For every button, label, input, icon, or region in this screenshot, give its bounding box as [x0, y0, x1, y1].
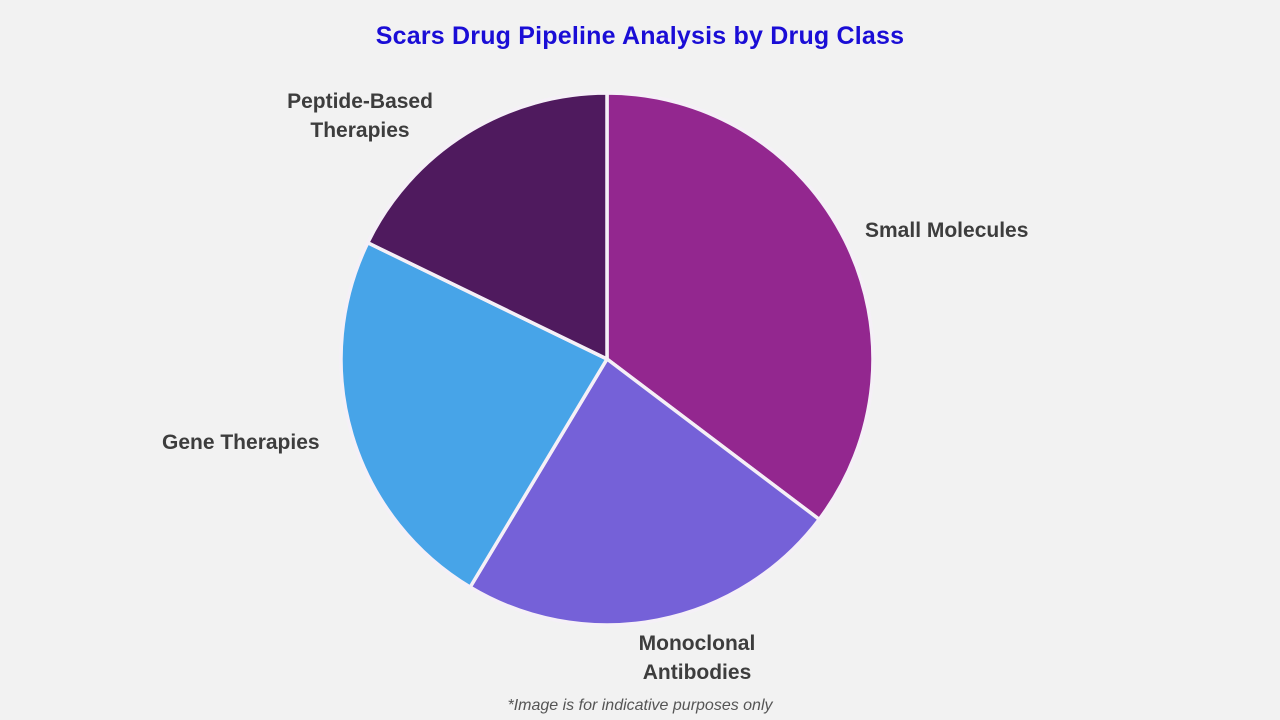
pie-label-gene-therapies: Gene Therapies [162, 431, 320, 454]
pie-slice-monoclonal-antibodies [468, 357, 821, 627]
pie-label-monoclonal-antibodies: Monoclonal Antibodies [638, 632, 756, 684]
pie-slice-peptide-based-therapies [366, 91, 609, 361]
pie-slice-small-molecules [605, 91, 875, 522]
footnote-disclaimer: *Image is for indicative purposes only [507, 697, 773, 714]
pie-label-small-molecules: Small Molecules [865, 219, 1029, 242]
chart-title: Scars Drug Pipeline Analysis by Drug Cla… [375, 22, 905, 50]
pie-label-peptide-based-therapies: Peptide-Based Therapies [287, 90, 433, 142]
pie-slice-gene-therapies [339, 240, 609, 589]
